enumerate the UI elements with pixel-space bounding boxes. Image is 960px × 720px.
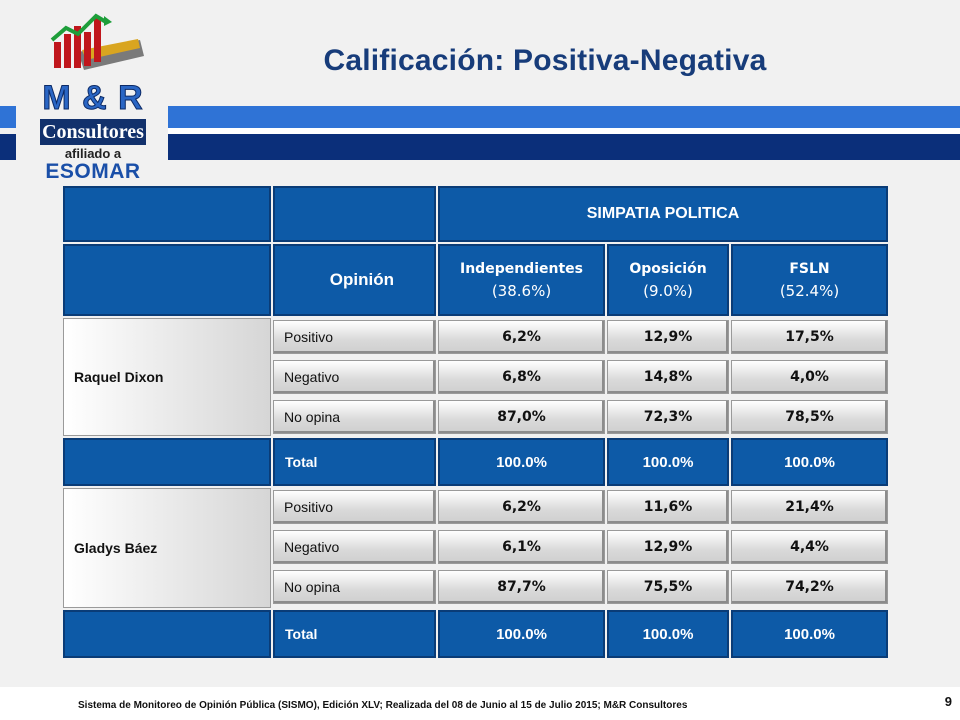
row-label: Positivo (273, 320, 436, 354)
header-blank-cell (273, 186, 436, 242)
table-cell: 87,7% (438, 570, 605, 604)
group-header: SIMPATIA POLITICA (438, 186, 888, 242)
opinion-header: Opinión (273, 244, 436, 316)
table-cell: 11,6% (607, 490, 729, 524)
table-cell: 4,0% (731, 360, 888, 394)
header-blank-cell (63, 244, 271, 316)
column-share: (9.0%) (643, 282, 693, 300)
header-band-separator (168, 128, 960, 134)
logo-name: Consultores (40, 119, 146, 145)
table-cell: 6,2% (438, 490, 605, 524)
table-cell: 74,2% (731, 570, 888, 604)
table-cell: 6,2% (438, 320, 605, 354)
logo-brand: M & R (42, 79, 144, 118)
page-title: Calificación: Positiva-Negativa (323, 44, 767, 77)
table-cell: 12,9% (607, 320, 729, 354)
table-cell: 4,4% (731, 530, 888, 564)
table-cell: 6,8% (438, 360, 605, 394)
total-cell: 100.0% (438, 610, 605, 658)
total-cell: 100.0% (731, 610, 888, 658)
total-label: Total (273, 438, 436, 486)
header-band-left-light (0, 106, 16, 128)
table-cell: 72,3% (607, 400, 729, 434)
footer-bar (0, 687, 960, 720)
table-cell: 21,4% (731, 490, 888, 524)
logo-affiliation: afiliado a (64, 146, 122, 161)
column-header: Independientes (38.6%) (438, 244, 605, 316)
column-share: (38.6%) (491, 282, 552, 300)
total-cell: 100.0% (607, 438, 729, 486)
header-band-dark (168, 134, 960, 160)
table-cell: 87,0% (438, 400, 605, 434)
table-cell: 75,5% (607, 570, 729, 604)
column-name: Oposición (629, 261, 707, 277)
header-band-left-dark (0, 134, 16, 160)
candidate-label: Raquel Dixon (63, 318, 271, 436)
total-blank-cell (63, 438, 271, 486)
column-name: Independientes (460, 261, 583, 277)
table-cell: 14,8% (607, 360, 729, 394)
logo-association: ESOMAR (45, 160, 141, 183)
company-logo: M & R Consultores afiliado a ESOMAR (34, 6, 152, 186)
table-cell: 12,9% (607, 530, 729, 564)
row-label: Negativo (273, 360, 436, 394)
table-cell: 78,5% (731, 400, 888, 434)
column-header: FSLN (52.4%) (731, 244, 888, 316)
table-cell: 6,1% (438, 530, 605, 564)
column-share: (52.4%) (779, 282, 840, 300)
total-label: Total (273, 610, 436, 658)
column-name: FSLN (789, 261, 830, 277)
total-cell: 100.0% (731, 438, 888, 486)
total-cell: 100.0% (607, 610, 729, 658)
candidate-label: Gladys Báez (63, 488, 271, 608)
row-label: No opina (273, 570, 436, 604)
row-label: Negativo (273, 530, 436, 564)
page-number: 9 (944, 694, 952, 709)
chart-logo-icon (50, 13, 144, 70)
column-header: Oposición (9.0%) (607, 244, 729, 316)
row-label: Positivo (273, 490, 436, 524)
total-blank-cell (63, 610, 271, 658)
row-label: No opina (273, 400, 436, 434)
header-blank-cell (63, 186, 271, 242)
table-cell: 17,5% (731, 320, 888, 354)
header-band-light (168, 106, 960, 128)
footer-source-note: Sistema de Monitoreo de Opinión Pública … (78, 700, 688, 711)
total-cell: 100.0% (438, 438, 605, 486)
